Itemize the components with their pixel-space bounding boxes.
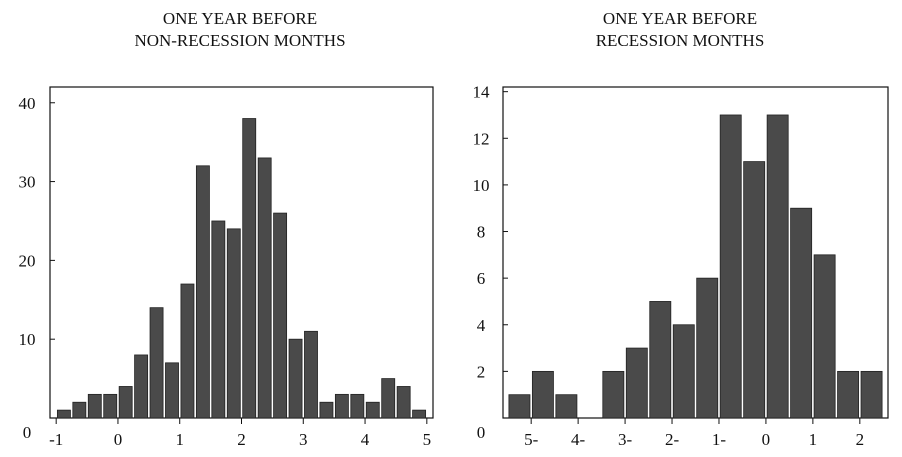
histogram-bar bbox=[350, 393, 365, 419]
x-tick-label: 2- bbox=[665, 430, 680, 449]
y-tick-label: 20 bbox=[19, 251, 36, 270]
histogram-bar bbox=[766, 114, 789, 419]
histogram-bar bbox=[195, 165, 210, 419]
x-tick-label: 2 bbox=[856, 430, 865, 449]
histogram-bar bbox=[334, 393, 349, 419]
histogram-bar bbox=[56, 409, 71, 419]
histogram-bar bbox=[837, 370, 860, 419]
plot-frame bbox=[49, 86, 434, 419]
histogram-bar bbox=[555, 394, 578, 419]
histogram-bar bbox=[118, 386, 133, 419]
right-chart-title-line-1: ONE YEAR BEFORE bbox=[602, 9, 758, 28]
x-tick-label: 5 bbox=[423, 430, 432, 449]
histogram-bar bbox=[396, 386, 411, 419]
histogram-bar bbox=[165, 362, 179, 419]
histogram-bar bbox=[242, 118, 257, 419]
histogram-bar bbox=[602, 370, 625, 419]
y-tick-label: 10 bbox=[473, 176, 490, 195]
x-tick-label: 3 bbox=[299, 430, 308, 449]
left-chart-title-line-1: ONE YEAR BEFORE bbox=[162, 9, 318, 28]
histogram-bar bbox=[226, 228, 241, 419]
histogram-bar bbox=[508, 394, 531, 419]
y-tick-label: 10 bbox=[19, 330, 36, 349]
histogram-bar bbox=[149, 307, 164, 419]
histogram-bar bbox=[365, 401, 380, 419]
histogram-bar bbox=[180, 283, 195, 419]
right-chart-title-line-2: RECESSION MONTHS bbox=[595, 31, 765, 50]
y-tick-label: 0 bbox=[23, 423, 32, 442]
y-tick-label: 0 bbox=[477, 423, 486, 442]
x-tick-label: 4 bbox=[361, 430, 370, 449]
histogram-bar bbox=[134, 354, 149, 419]
histogram-bar bbox=[696, 277, 719, 419]
left-chart-title: ONE YEAR BEFORE NON-RECESSION MONTHS bbox=[40, 8, 440, 52]
histogram-bar bbox=[72, 401, 87, 419]
histogram-bar bbox=[531, 370, 554, 419]
y-tick-label: 6 bbox=[477, 269, 486, 288]
x-tick-label: -1 bbox=[49, 430, 63, 449]
y-tick-label: 4 bbox=[477, 316, 486, 335]
y-tick-label: 8 bbox=[477, 223, 486, 242]
right-chart-title: ONE YEAR BEFORE RECESSION MONTHS bbox=[480, 8, 880, 52]
histogram-bar bbox=[103, 393, 118, 419]
histogram-bar bbox=[273, 212, 288, 419]
histogram-bar bbox=[412, 409, 427, 419]
histogram-bar bbox=[813, 254, 836, 419]
histogram-bar bbox=[87, 393, 102, 419]
y-tick-label: 14 bbox=[473, 83, 491, 102]
histogram-bar bbox=[288, 338, 303, 419]
y-tick-label: 30 bbox=[19, 173, 36, 192]
x-tick-label: 0 bbox=[762, 430, 771, 449]
left-chart-title-line-2: NON-RECESSION MONTHS bbox=[134, 31, 346, 50]
x-tick-label: 1 bbox=[175, 430, 184, 449]
histogram-bar bbox=[743, 161, 766, 419]
x-tick-label: 4- bbox=[571, 430, 586, 449]
x-tick-label: 1 bbox=[809, 430, 818, 449]
histogram-bar bbox=[719, 114, 742, 419]
y-tick-label: 2 bbox=[477, 362, 486, 381]
x-tick-label: 2 bbox=[237, 430, 246, 449]
left-histogram: 0 10 20 30 40 -1 0 1 2 3 4 5 bbox=[19, 86, 434, 449]
histogram-bar bbox=[860, 370, 883, 419]
plot-frame bbox=[502, 86, 889, 419]
histogram-bar bbox=[672, 324, 695, 419]
histogram-bar bbox=[790, 207, 813, 419]
x-tick-label: 1- bbox=[712, 430, 727, 449]
histogram-bar bbox=[625, 347, 648, 419]
x-tick-label: 3- bbox=[618, 430, 633, 449]
histogram-bar bbox=[319, 401, 334, 419]
histogram-bar bbox=[304, 330, 318, 419]
histogram-bar bbox=[211, 220, 226, 419]
y-tick-label: 40 bbox=[19, 94, 36, 113]
x-tick-label: 0 bbox=[114, 430, 123, 449]
histogram-bar bbox=[257, 157, 272, 419]
x-tick-label: 5- bbox=[524, 430, 539, 449]
histogram-bar bbox=[649, 301, 672, 419]
y-tick-label: 12 bbox=[473, 129, 490, 148]
histogram-bar bbox=[381, 378, 396, 419]
